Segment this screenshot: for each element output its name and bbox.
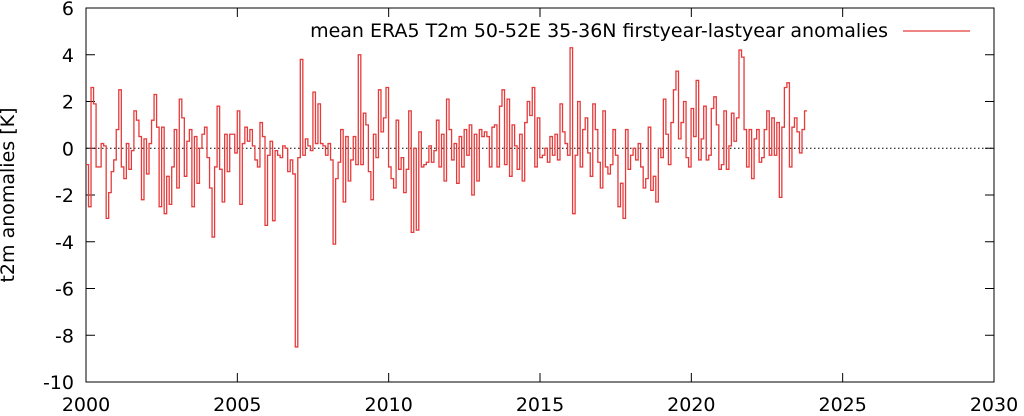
y-tick-label: -4 [55,232,74,254]
x-tick-label: 2020 [667,394,715,416]
x-tick-label: 2000 [62,394,110,416]
y-tick-label: -6 [55,279,74,301]
y-tick-label: 0 [62,138,74,160]
y-axis-label: t2m anomalies [K] [0,107,19,282]
legend-entry-label: mean ERA5 T2m 50-52E 35-36N firstyear-la… [310,20,888,42]
x-tick-label: 2005 [213,394,261,416]
series-anomaly-line [86,47,808,348]
x-tick-label: 2025 [818,394,866,416]
y-tick-label: 2 [62,92,74,114]
x-tick-label: 2010 [364,394,412,416]
y-tick-label: -8 [55,325,74,347]
y-tick-label: 6 [62,0,74,20]
axis-ticks [85,7,995,383]
y-tick-label: -2 [55,185,74,207]
x-tick-label: 2015 [516,394,564,416]
legend: mean ERA5 T2m 50-52E 35-36N firstyear-la… [310,20,970,42]
y-tick-label: -10 [43,372,74,394]
x-tick-label: 2030 [970,394,1018,416]
y-tick-label: 4 [62,45,74,67]
